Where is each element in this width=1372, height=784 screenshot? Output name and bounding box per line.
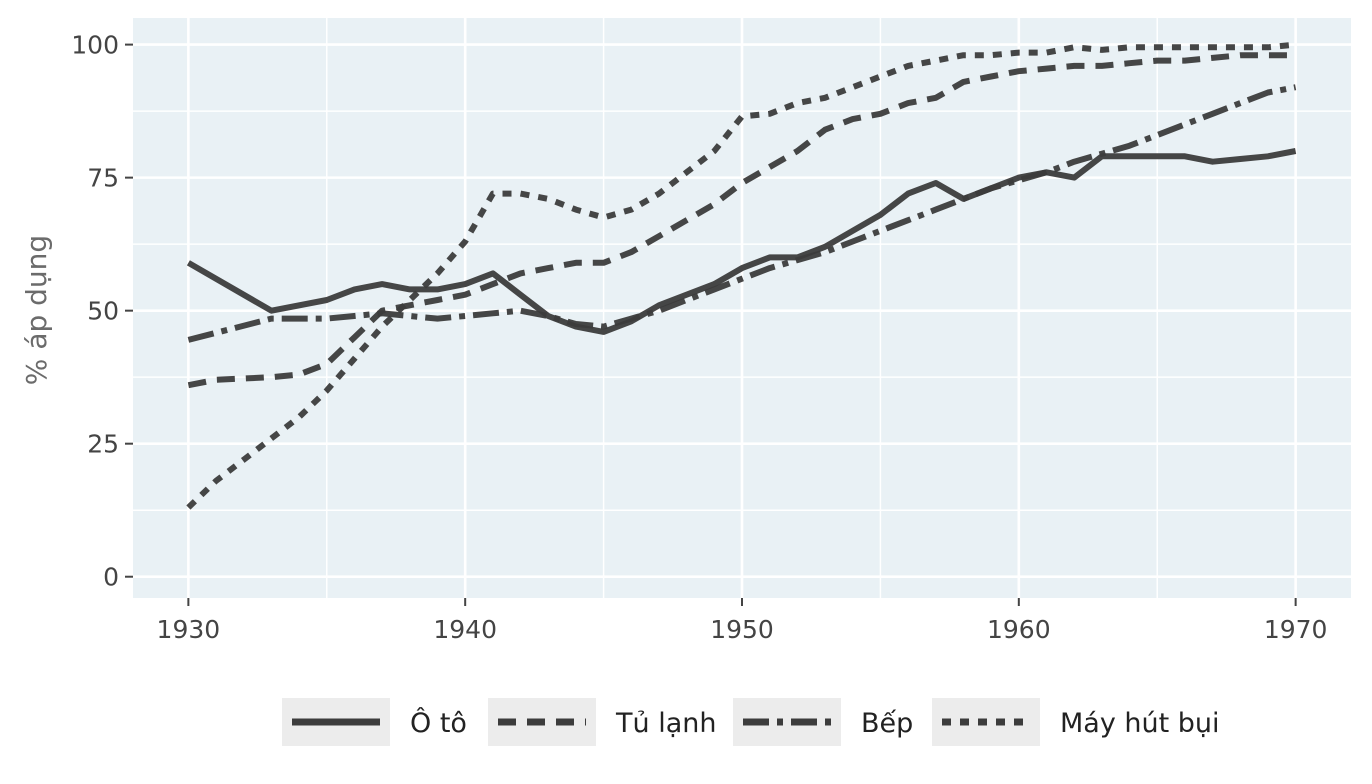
y-tick-label: 75 [87,164,119,193]
legend-label: Ô tô [410,707,467,739]
series-line-2 [187,84,1297,343]
x-tick-label: 1960 [987,615,1051,644]
series-line-0 [186,148,1297,335]
y-tick-label: 100 [71,31,119,60]
x-tick-label: 1930 [157,615,221,644]
y-tick-label: 50 [87,297,119,326]
legend-label: Bếp [861,708,913,739]
y-axis-title: % áp dụng [20,235,53,385]
series-lines [186,41,1297,510]
x-tick-label: 1950 [710,615,774,644]
y-tick-label: 25 [87,430,119,459]
grid [133,18,1351,598]
legend: Ô tô Tủ lạnh Bếp Máy hút bụi [282,698,1220,746]
legend-label: Tủ lạnh [615,708,716,739]
y-tick-label: 0 [103,563,119,592]
axis-ticks: 0 25 50 75 100 1930 1940 1950 1960 1970 [71,31,1327,644]
series-line-1 [187,52,1296,389]
legend-label: Máy hút bụi [1060,708,1220,739]
x-tick-label: 1940 [433,615,497,644]
x-tick-label: 1970 [1264,615,1328,644]
